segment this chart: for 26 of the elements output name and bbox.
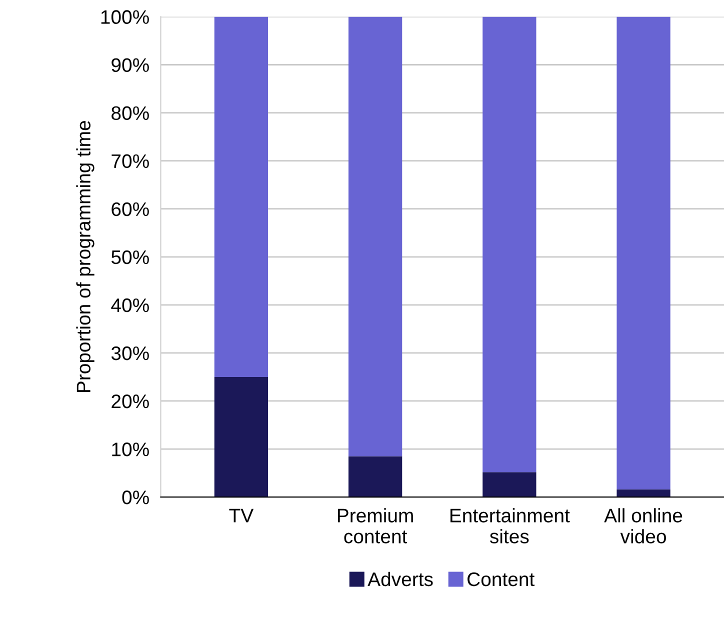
y-tick-label: 80% [112, 106, 149, 120]
bar [348, 456, 402, 498]
y-tick-label: 10% [112, 442, 149, 456]
x-tick-label: TV [229, 508, 254, 522]
bar [214, 376, 268, 498]
bar [482, 16, 536, 472]
y-tick-label: 90% [112, 58, 149, 72]
y-tick-label: 100% [101, 10, 149, 24]
y-axis-title: Proportion of programming time [76, 121, 94, 392]
x-tick-label: Entertainment sites [450, 508, 570, 544]
y-tick-label: 20% [112, 394, 149, 408]
bar [348, 16, 402, 456]
y-tick-label: 60% [112, 202, 149, 216]
bar [482, 472, 536, 498]
y-tick-label: 40% [111, 298, 149, 312]
bar [616, 16, 670, 490]
y-tick-label: 30% [111, 346, 149, 360]
y-tick-label: 0% [122, 490, 149, 504]
x-tick-label: Premium content [338, 508, 413, 544]
bar [214, 16, 268, 377]
x-tick-label: All online video [604, 508, 682, 544]
y-tick-label: 50% [111, 250, 149, 264]
bar [616, 489, 670, 498]
legend-label: Adverts [368, 572, 433, 586]
legend-label: Content [468, 572, 535, 586]
y-tick-label: 70% [112, 154, 149, 168]
